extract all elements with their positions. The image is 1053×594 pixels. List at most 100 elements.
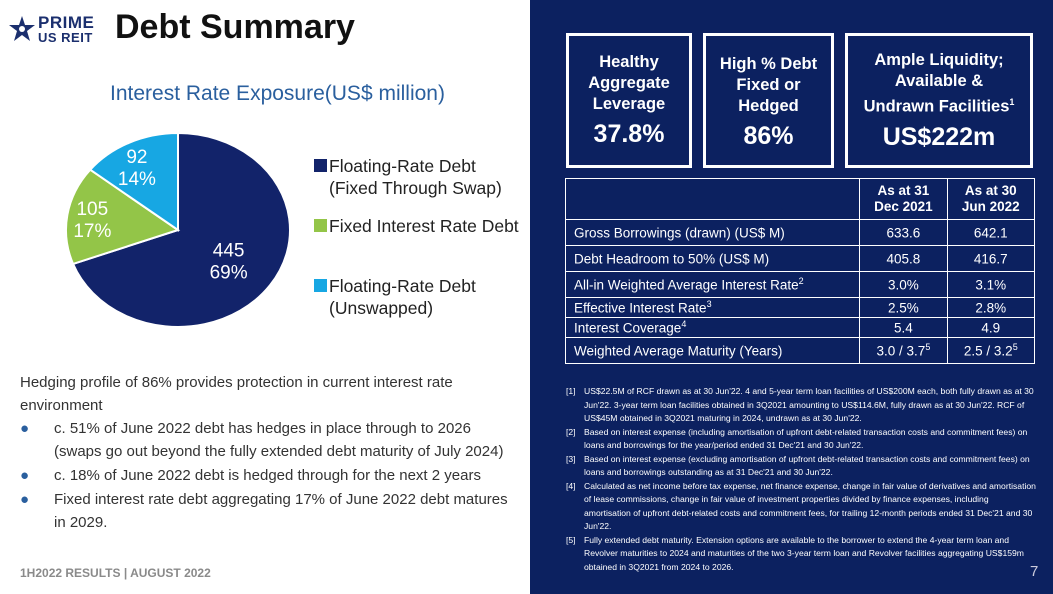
- footnote-ref: 2: [798, 276, 804, 287]
- pie-data-label: 92: [126, 147, 147, 168]
- row-value-jun2022: 642.1: [946, 219, 1036, 246]
- row-value-dec2021: 3.0 / 3.75: [859, 337, 948, 364]
- footnote-ref: 3: [706, 299, 712, 310]
- kpi-box-leverage: Healthy Aggregate Leverage 37.8%: [566, 33, 692, 168]
- table-body: Gross Borrowings (drawn) (US$ M) 633.6 642…: [564, 219, 1036, 364]
- footnotes: [1] US$22.5M of RCF drawn as at 30 Jun'22…: [566, 385, 1036, 574]
- footnote-key: [3]: [566, 453, 576, 464]
- row-value-dec2021: 3.0%: [859, 271, 948, 298]
- reit-logo-icon: [9, 16, 35, 41]
- bullet-dot-icon: ●: [20, 467, 30, 484]
- pie-slice: [88, 131, 179, 232]
- footnote-item: [1] US$22.5M of RCF drawn as at 30 Jun'22…: [566, 385, 1036, 426]
- kpi-value: US$222m: [882, 122, 996, 151]
- kpi-label: Available &: [894, 72, 984, 90]
- row-label: Effective Interest Rate3: [564, 297, 861, 318]
- kpi-box-liquidity: Ample Liquidity; Available & Undrawn Fac…: [845, 33, 1033, 168]
- kpi-value: 37.8%: [593, 120, 665, 148]
- footnote-text: Calculated as net income before tax expe…: [584, 480, 1036, 532]
- pie-data-label: 17%: [73, 221, 111, 242]
- table-header-empty: [564, 178, 861, 220]
- footnote-text: Based on interest expense (excluding amo…: [584, 453, 1030, 478]
- row-value-dec2021: 405.8: [859, 245, 948, 272]
- bullet-text: c. 51% of June 2022 debt has hedges in p…: [54, 420, 471, 437]
- kpi-label: Aggregate: [588, 74, 670, 92]
- pie-data-label: 445: [213, 240, 245, 261]
- table-header: As at 30 Jun 2022: [946, 178, 1036, 220]
- legend-item-floating-swapped: Floating-Rate Debt (Fixed Through Swap): [314, 155, 502, 199]
- logo-text-line2: US REIT: [38, 30, 93, 45]
- row-value-dec2021: 5.4: [859, 317, 948, 338]
- row-value-jun2022: 3.1%: [946, 271, 1036, 298]
- pie-data-label: 14%: [118, 169, 156, 190]
- table-header: As at 31 Dec 2021: [859, 178, 948, 220]
- footnote-key: [5]: [566, 534, 576, 545]
- left-panel: PRIME US REIT Debt Summary Interest Rate…: [8, 8, 519, 580]
- footnote-item: [4] Calculated as net income before tax e…: [566, 480, 1036, 534]
- row-value-dec2021: 633.6: [859, 219, 948, 246]
- legend-swatch-cyan: [314, 279, 327, 292]
- row-value-jun2022: 2.8%: [946, 297, 1036, 318]
- footnote-text: Fully extended debt maturity. Extension …: [584, 534, 1024, 572]
- footnote-key: [1]: [566, 386, 576, 396]
- pie-data-label: 105: [76, 199, 108, 220]
- row-label: All-in Weighted Average Interest Rate2: [564, 271, 861, 298]
- kpi-label: High % Debt: [719, 55, 818, 73]
- kpi-label: Hedged: [738, 97, 799, 115]
- pie-slice: [65, 168, 181, 266]
- footnote-ref: 5: [1012, 342, 1018, 353]
- bullet-text: in 2029.: [54, 514, 108, 531]
- debt-summary-table: As at 31 Dec 2021 As at 30 Jun 2022 Gros…: [564, 178, 1036, 364]
- bullet-dot-icon: ●: [20, 420, 30, 437]
- row-label: Debt Headroom to 50% (US$ M): [564, 245, 861, 272]
- logo-text-line1: PRIME: [38, 13, 95, 32]
- footnote-ref: 1: [1009, 97, 1015, 107]
- row-label: Weighted Average Maturity (Years): [564, 337, 861, 364]
- legend-swatch-green: [314, 219, 327, 232]
- legend-label: Floating-Rate Debt: [329, 156, 476, 176]
- footnote-ref: 5: [925, 342, 931, 353]
- row-value-jun2022: 2.5 / 3.25: [946, 337, 1036, 364]
- pie-slice: [71, 131, 291, 328]
- pie-data-label: 69%: [210, 262, 248, 283]
- footnote-ref: 4: [681, 319, 687, 330]
- kpi-label: Fixed or: [736, 76, 801, 94]
- row-value-jun2022: 416.7: [946, 245, 1036, 272]
- footnote-item: [2] Based on interest expense (including …: [566, 426, 1036, 453]
- legend-swatch-navy: [314, 159, 327, 172]
- footer-text: 1H2022 RESULTS | AUGUST 2022: [20, 566, 211, 580]
- page-number: 7: [1030, 563, 1039, 580]
- table-row: Interest Coverage4 5.4 4.9: [564, 317, 1036, 338]
- hedging-intro: Hedging profile of 86% provides protecti…: [20, 374, 453, 414]
- legend-item-fixed: Fixed Interest Rate Debt: [314, 215, 519, 237]
- table-row: Gross Borrowings (drawn) (US$ M) 633.6 642…: [564, 219, 1036, 246]
- footnote-text: US$22.5M of RCF drawn as at 30 Jun'22. 4…: [584, 386, 1034, 423]
- kpi-value: 86%: [743, 122, 794, 150]
- legend-label: (Unswapped): [329, 298, 434, 318]
- page-title: Debt Summary: [115, 8, 355, 46]
- legend-label: Floating-Rate Debt: [329, 276, 476, 296]
- prime-us-reit-logo: PRIME US REIT: [8, 13, 103, 45]
- kpi-label: Undrawn Facilities: [863, 97, 1010, 116]
- table-row: Debt Headroom to 50% (US$ M) 405.8 416.7: [564, 245, 1036, 272]
- footnote-item: [5] Fully extended debt maturity. Extensi…: [566, 534, 1036, 575]
- footnote-text: Based on interest expense (including amo…: [584, 426, 1028, 451]
- table-row: Effective Interest Rate3 2.5% 2.8%: [564, 297, 1036, 318]
- row-value-jun2022: 4.9: [946, 317, 1036, 338]
- row-label: Interest Coverage4: [564, 317, 861, 338]
- table-row: Weighted Average Maturity (Years) 3.0 / 3…: [564, 337, 1036, 364]
- row-value-dec2021: 2.5%: [859, 297, 948, 318]
- legend-label: Fixed Interest Rate Debt: [329, 216, 519, 236]
- table-header-row: As at 31 Dec 2021 As at 30 Jun 2022: [564, 178, 1036, 220]
- kpi-label: Leverage: [592, 95, 666, 113]
- bullet-text: c. 18% of June 2022 debt is hedged throu…: [54, 467, 481, 484]
- chart-title: Interest Rate Exposure(US$ million): [110, 82, 445, 105]
- kpi-box-hedged: High % Debt Fixed or Hedged 86%: [703, 33, 834, 168]
- bullet-text: (swaps go out beyond the fully extended …: [54, 443, 504, 460]
- legend-label: (Fixed Through Swap): [329, 178, 502, 198]
- footnote-key: [2]: [566, 426, 576, 437]
- kpi-label: Healthy: [599, 53, 659, 71]
- footnote-key: [4]: [566, 480, 576, 491]
- table-row: All-in Weighted Average Interest Rate2 3.…: [564, 271, 1036, 298]
